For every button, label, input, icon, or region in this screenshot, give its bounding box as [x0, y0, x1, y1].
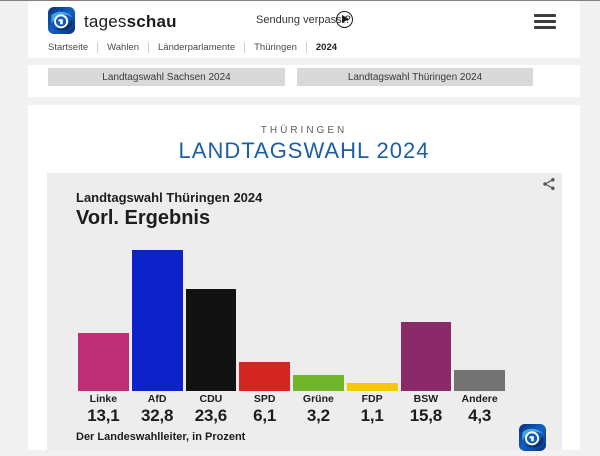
- breadcrumb-laenderparlamente[interactable]: Länderparlamente: [158, 42, 236, 53]
- party-label-andere: Andere: [461, 393, 498, 405]
- party-value-fdp: 1,1: [360, 406, 384, 425]
- party-label-bsw: BSW: [413, 393, 439, 405]
- party-label-linke: Linke: [89, 393, 118, 405]
- bar-bsw: [400, 321, 452, 391]
- main-content: THÜRINGEN LANDTAGSWAHL 2024 Landtagswahl…: [28, 105, 580, 451]
- bar-chart-plot: [78, 246, 505, 391]
- party-label-fdp: FDP: [361, 393, 383, 405]
- bar-fdp: [346, 383, 398, 391]
- result-chart-card: Landtagswahl Thüringen 2024 Vorl. Ergebn…: [47, 173, 562, 451]
- button-landtagswahl-sachsen[interactable]: Landtagswahl Sachsen 2024: [48, 68, 285, 86]
- tagesschau-watermark-icon: [519, 424, 546, 451]
- bar-grüne: [293, 374, 344, 391]
- top-border-line: [0, 0, 600, 1]
- bar-linke: [78, 332, 129, 391]
- party-value-bsw: 15,8: [409, 406, 443, 425]
- breadcrumb-thueringen[interactable]: Thüringen: [254, 42, 297, 53]
- party-value-cdu: 23,6: [194, 406, 228, 425]
- party-value-grüne: 3,2: [306, 406, 330, 425]
- button-landtagswahl-thueringen[interactable]: Landtagswahl Thüringen 2024: [297, 68, 533, 86]
- bar-cdu: [185, 288, 237, 391]
- sendung-verpasst-link[interactable]: Sendung verpasst?: [256, 14, 351, 26]
- chart-title: Landtagswahl Thüringen 2024: [76, 190, 263, 205]
- party-label-cdu: CDU: [199, 393, 223, 405]
- page-title: LANDTAGSWAHL 2024: [178, 138, 430, 163]
- tagesschau-logo-icon[interactable]: [48, 7, 75, 34]
- party-value-linke: 13,1: [87, 406, 120, 425]
- brand-wordmark[interactable]: tagesschau: [84, 12, 177, 31]
- bar-andere: [454, 369, 505, 391]
- bar-spd: [239, 362, 290, 391]
- election-switcher: Landtagswahl Sachsen 2024 Landtagswahl T…: [28, 65, 580, 97]
- breadcrumb: Startseite Wahlen Länderparlamente Thüri…: [48, 42, 346, 53]
- party-values-row: 13,1 32,8 23,6 6,1 3,2 1,1 15,8 4,3: [78, 406, 505, 426]
- chart-source-note: Der Landeswahlleiter, in Prozent: [76, 431, 246, 443]
- party-label-grüne: Grüne: [302, 393, 334, 405]
- party-labels-row: Linke AfD CDU SPD Grüne FDP BSW Andere: [78, 393, 505, 405]
- party-value-afd: 32,8: [140, 406, 174, 425]
- play-icon[interactable]: [336, 11, 353, 28]
- site-header: tagesschau Sendung verpasst? Startseite …: [28, 1, 580, 58]
- party-value-spd: 6,1: [253, 406, 277, 425]
- party-label-spd: SPD: [253, 393, 276, 405]
- breadcrumb-startseite[interactable]: Startseite: [48, 42, 89, 53]
- bar-afd: [131, 250, 183, 391]
- breadcrumb-wahlen[interactable]: Wahlen: [107, 42, 139, 53]
- region-eyebrow: THÜRINGEN: [260, 125, 348, 136]
- chart-subtitle: Vorl. Ergebnis: [76, 207, 211, 229]
- party-label-afd: AfD: [147, 393, 167, 405]
- share-icon[interactable]: [542, 177, 556, 191]
- hamburger-menu-icon[interactable]: [534, 14, 556, 29]
- party-value-andere: 4,3: [468, 406, 492, 425]
- breadcrumb-2024[interactable]: 2024: [315, 42, 338, 53]
